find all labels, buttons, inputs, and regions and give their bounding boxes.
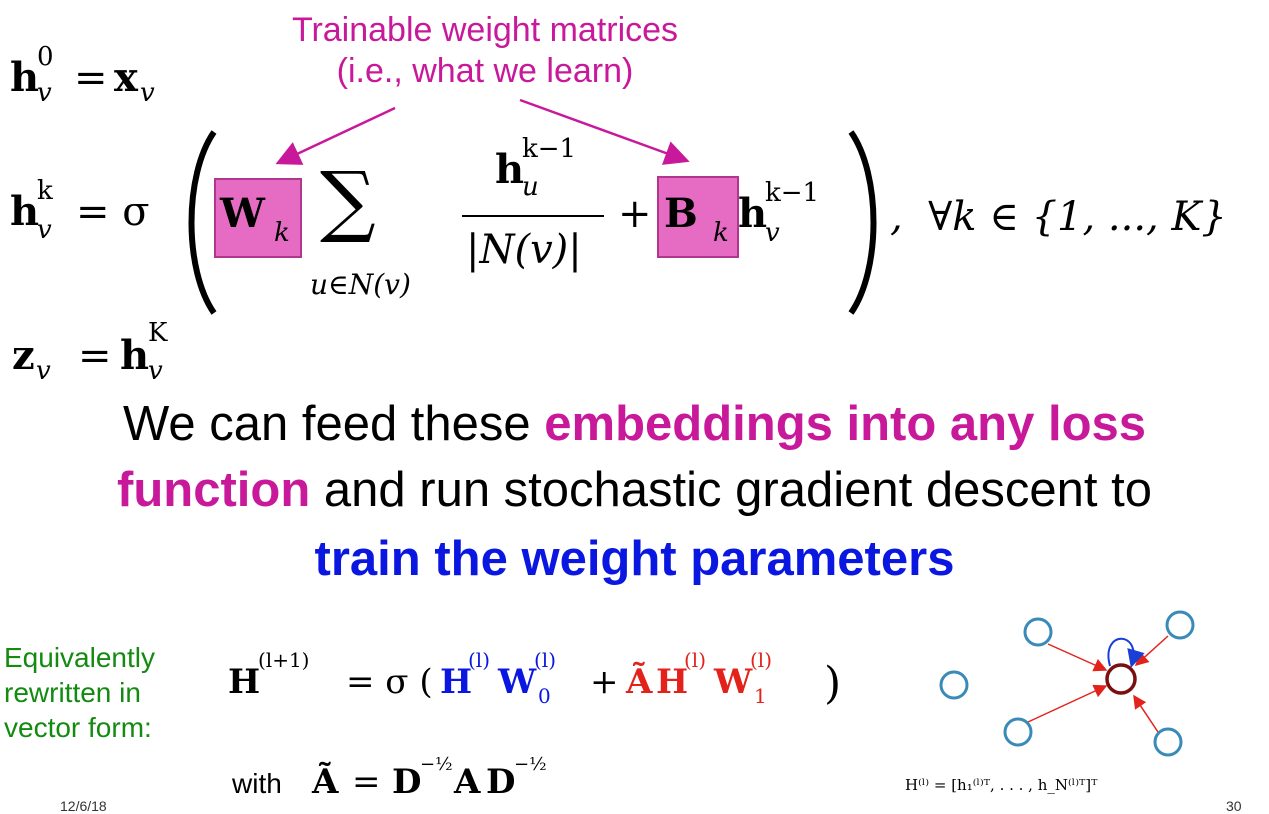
H-definition: H⁽ˡ⁾ = [h₁⁽ˡ⁾ᵀ, . . . , h_N⁽ˡ⁾ᵀ]ᵀ [905, 776, 1098, 794]
edge-top-right [1134, 635, 1169, 667]
left-paren [188, 130, 217, 315]
W-highlight-box [214, 178, 302, 258]
node-bottom-right [1153, 727, 1183, 757]
edge-bottom-right [1133, 694, 1159, 733]
equation-init: h 0 v = x v [10, 42, 155, 108]
node-isolated [939, 670, 969, 700]
right-paren [848, 130, 877, 315]
equation-update: h k v = σ W k ∑ u∈N(v) h k−1 u |N(v)| + … [0, 120, 1269, 320]
message-line2: function and run stochastic gradient des… [117, 463, 1152, 517]
matrix-equation: H (l+1) = σ ( H (l) W (l) 0 + Ã H (l) W … [228, 648, 842, 709]
annotation: Trainable weight matrices (i.e., what we… [215, 10, 755, 92]
edge-bottom-left [1027, 684, 1108, 723]
edge-top-left [1047, 643, 1108, 672]
annotation-line1: Trainable weight matrices [291, 11, 679, 49]
node-bottom-left [1003, 717, 1033, 747]
arrow-to-W [275, 106, 396, 165]
fraction-bar [462, 215, 604, 217]
self-loop [1107, 637, 1145, 668]
arrow-to-B [519, 98, 690, 165]
sum-subscript: u∈N(v) [310, 268, 411, 301]
node-top-left [1023, 617, 1053, 647]
message-line1: We can feed these embeddings into any lo… [122, 397, 1147, 451]
vector-form-label: Equivalently rewritten in vector form: [4, 642, 155, 743]
footer-date: 12/6/18 [60, 798, 107, 814]
message-line3: train the weight parameters [314, 532, 955, 586]
forall-clause: , ∀k ∈ {1, ..., K} [890, 194, 1227, 240]
neighborhood-graph [939, 610, 1195, 757]
node-top-right [1165, 610, 1195, 640]
normalization-equation: with Ã = D −½ A D −½ [232, 754, 547, 802]
node-center [1105, 663, 1137, 695]
equation-output: z v = h K v [12, 318, 168, 386]
page-number: 30 [1226, 798, 1242, 814]
annotation-line2: (i.e., what we learn) [336, 51, 634, 90]
B-highlight-box [657, 176, 739, 258]
sum-symbol: ∑ [320, 156, 376, 246]
